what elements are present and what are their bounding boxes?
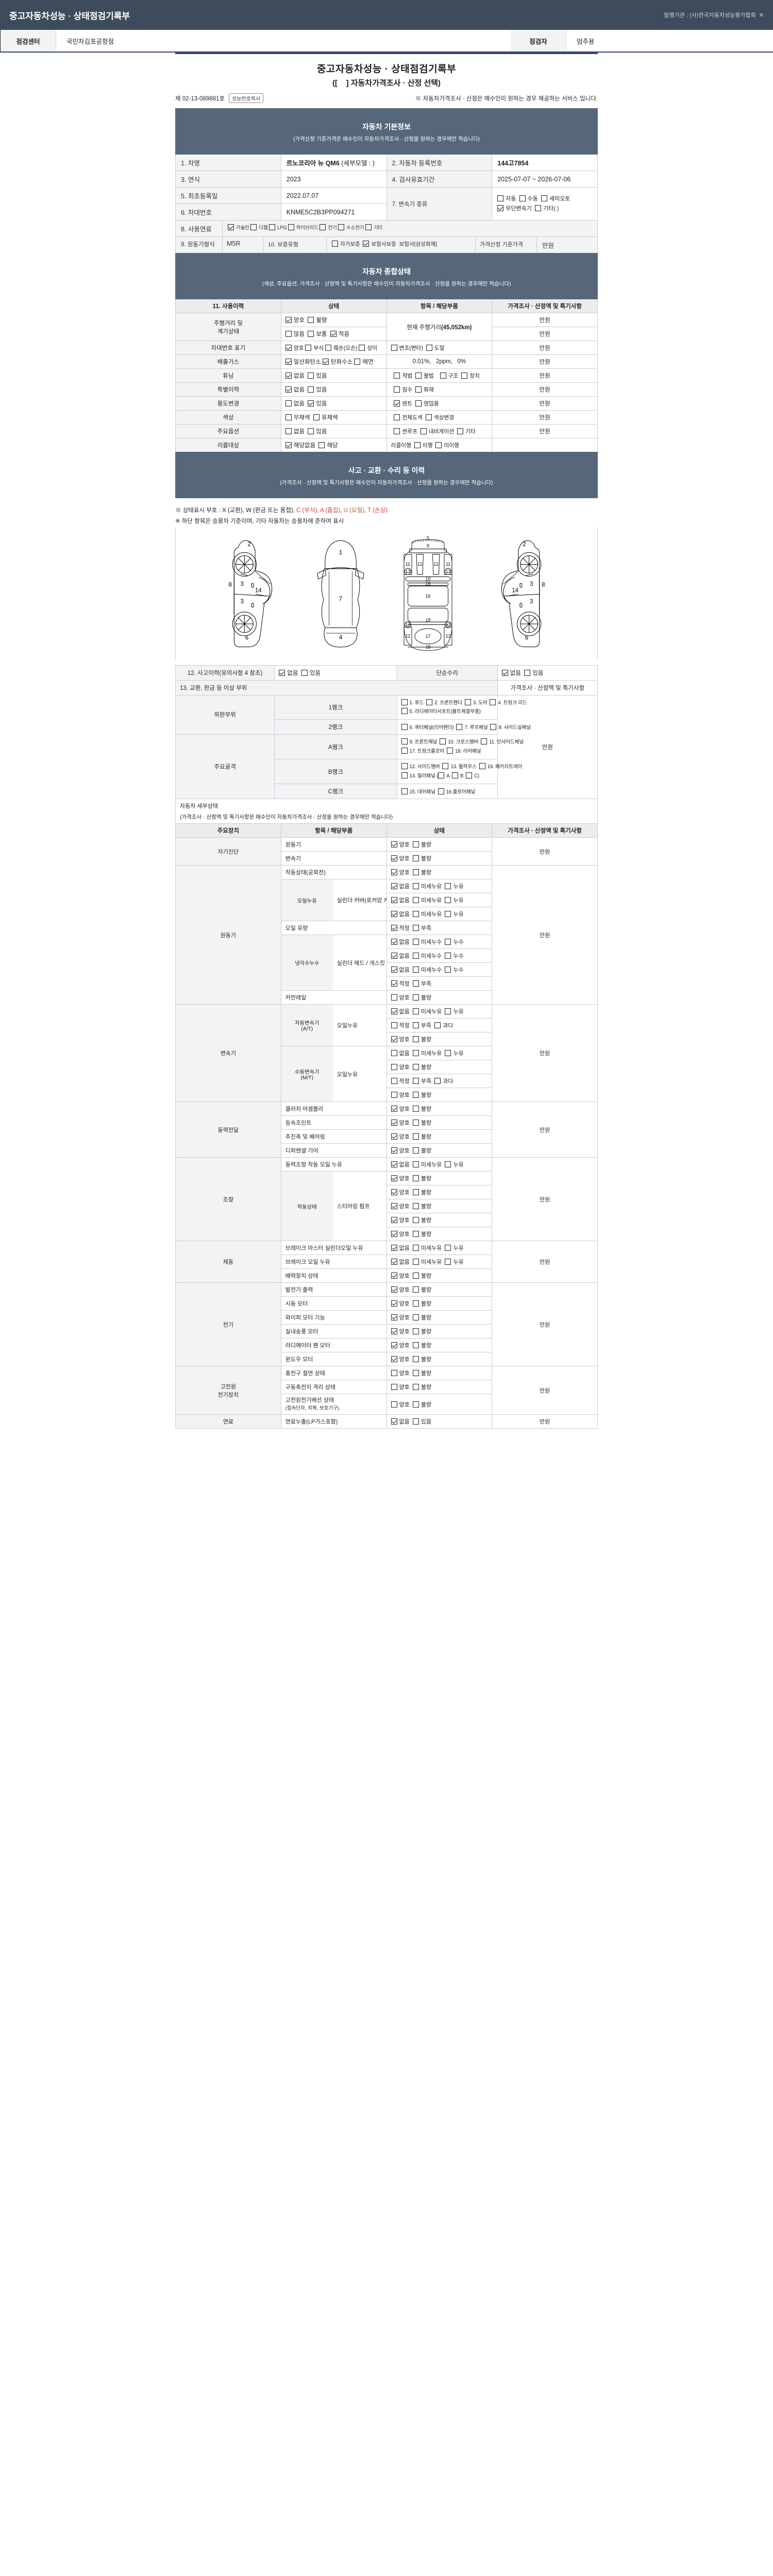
svg-text:14: 14 — [255, 587, 261, 594]
svg-text:13: 13 — [405, 621, 410, 626]
svg-text:1: 1 — [339, 549, 342, 556]
svg-text:12: 12 — [445, 633, 450, 638]
svg-text:3: 3 — [240, 598, 243, 604]
svg-text:7: 7 — [339, 595, 342, 602]
svg-text:13: 13 — [445, 569, 450, 574]
svg-text:14: 14 — [512, 587, 518, 594]
svg-text:4: 4 — [339, 634, 342, 641]
svg-text:2: 2 — [247, 541, 250, 548]
svg-text:3: 3 — [240, 581, 243, 587]
svg-text:17: 17 — [425, 634, 430, 639]
svg-text:11: 11 — [405, 561, 410, 566]
svg-text:12: 12 — [433, 561, 439, 566]
svg-text:5: 5 — [426, 536, 429, 541]
svg-text:2: 2 — [523, 541, 526, 548]
svg-text:8: 8 — [228, 582, 231, 588]
svg-text:9: 9 — [426, 543, 429, 548]
svg-text:11: 11 — [445, 561, 450, 566]
svg-text:3: 3 — [530, 598, 533, 604]
svg-text:16: 16 — [425, 594, 430, 599]
svg-text:19: 19 — [425, 617, 430, 622]
svg-text:13: 13 — [405, 569, 410, 574]
svg-text:15: 15 — [425, 581, 430, 586]
svg-text:6: 6 — [525, 635, 528, 641]
svg-text:13: 13 — [445, 621, 450, 626]
svg-text:8: 8 — [542, 582, 545, 588]
svg-text:18: 18 — [425, 645, 430, 650]
svg-text:6: 6 — [245, 635, 248, 641]
svg-text:12: 12 — [417, 561, 422, 566]
svg-text:10: 10 — [425, 576, 430, 581]
svg-text:12: 12 — [405, 633, 410, 638]
svg-text:3: 3 — [530, 581, 533, 587]
